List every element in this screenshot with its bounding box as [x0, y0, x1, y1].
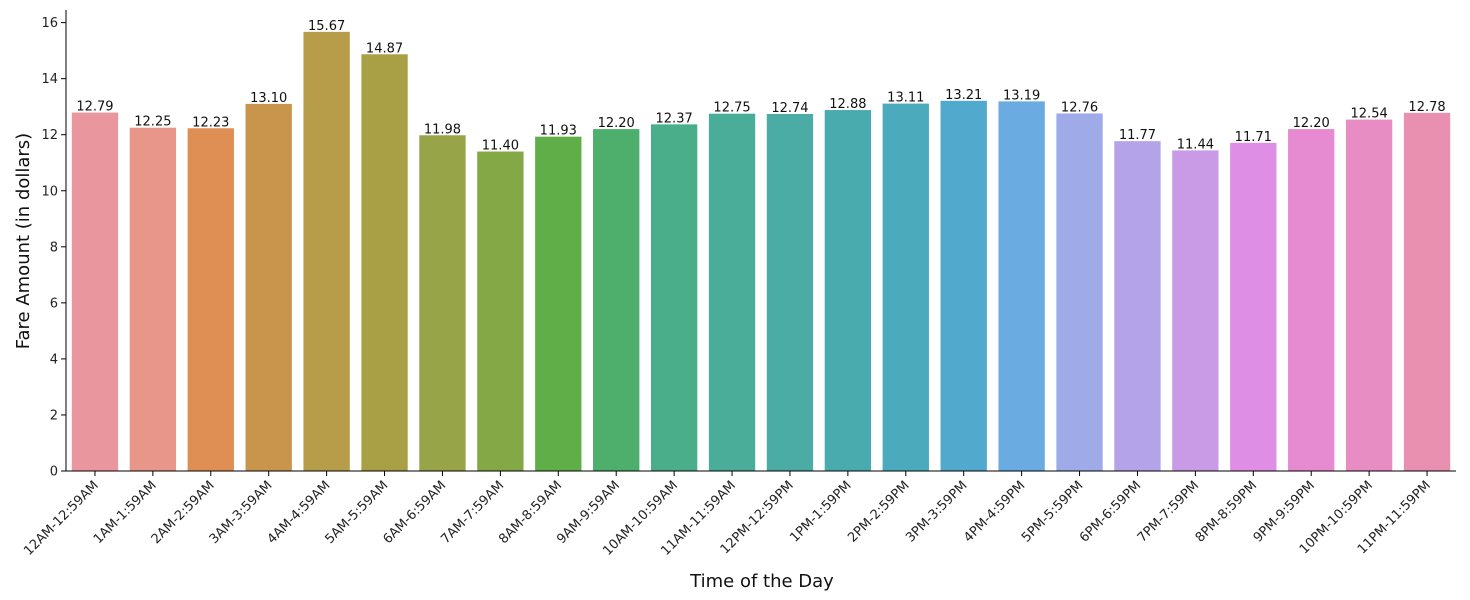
bar [1056, 113, 1103, 471]
data-label: 13.10 [250, 91, 287, 106]
data-label: 12.23 [192, 115, 229, 130]
y-tick-label: 12 [41, 128, 58, 143]
data-label: 12.20 [598, 116, 635, 131]
bar [766, 113, 814, 471]
x-tick-label: 12AM-12:59AM [21, 478, 102, 559]
bar [303, 31, 350, 471]
data-label: 12.78 [1408, 100, 1445, 115]
data-label: 12.74 [771, 101, 808, 116]
bar [1288, 129, 1335, 472]
bar [477, 151, 524, 471]
y-tick-label: 4 [50, 352, 58, 367]
data-label: 12.20 [1293, 116, 1330, 131]
bar [419, 135, 466, 472]
bar [650, 124, 698, 472]
bar [245, 103, 292, 471]
data-label: 12.54 [1351, 107, 1388, 122]
bar [940, 100, 987, 472]
data-label: 12.75 [713, 101, 750, 116]
y-tick-label: 0 [50, 465, 58, 480]
bar [708, 113, 756, 471]
bar [1403, 112, 1451, 471]
bars-group [71, 31, 1451, 472]
y-tick-label: 6 [50, 296, 58, 311]
data-label: 12.76 [1061, 100, 1098, 115]
bar [361, 54, 408, 472]
bar [1230, 142, 1277, 471]
x-axis-title: Time of the Day [689, 571, 834, 592]
bar [1172, 150, 1219, 471]
y-axis: 0 2 4 6 8 10 12 14 16 [41, 10, 67, 480]
data-label: 12.37 [656, 111, 693, 126]
data-label: 14.87 [366, 41, 403, 56]
data-label: 13.21 [945, 88, 982, 103]
data-label: 11.44 [1177, 137, 1214, 152]
bar [998, 101, 1045, 472]
y-axis-title: Fare Amount (in dollars) [13, 133, 34, 349]
data-label: 13.11 [887, 91, 924, 106]
data-label: 11.77 [1119, 128, 1156, 143]
bar [187, 128, 234, 471]
data-label: 13.19 [1003, 88, 1040, 103]
bar [1114, 141, 1161, 471]
data-label: 12.88 [829, 97, 866, 112]
bar [129, 127, 177, 472]
bar [71, 112, 119, 471]
data-labels-group: 12.79 12.25 12.23 13.10 15.67 14.87 11.98 11.40… [76, 19, 1445, 154]
y-tick-label: 8 [50, 240, 58, 255]
data-label: 11.71 [1235, 130, 1272, 145]
bar [593, 129, 640, 472]
data-label: 15.67 [308, 19, 345, 34]
y-tick-label: 10 [41, 184, 58, 199]
y-tick-label: 16 [41, 16, 58, 31]
y-tick-label: 14 [41, 72, 58, 87]
bar [1345, 119, 1393, 471]
data-label: 11.93 [540, 124, 577, 139]
x-axis: 12AM-12:59AM1AM-1:59AM2AM-2:59AM3AM-3:59… [21, 470, 1456, 559]
data-label: 11.40 [482, 139, 519, 154]
data-label: 12.25 [134, 115, 171, 130]
y-tick-label: 2 [50, 408, 58, 423]
bar [824, 110, 872, 471]
data-label: 12.79 [76, 100, 113, 115]
bar [882, 103, 929, 471]
bar [535, 136, 582, 471]
data-label: 11.98 [424, 122, 461, 137]
